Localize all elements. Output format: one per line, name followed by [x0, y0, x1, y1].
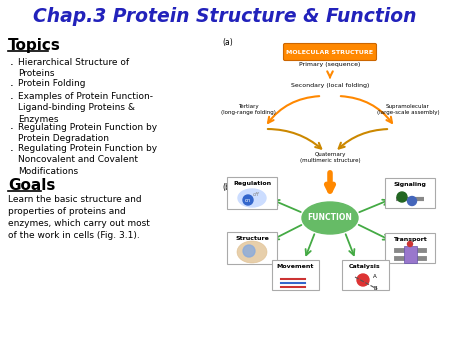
- Text: MOLECULAR STRUCTURE: MOLECULAR STRUCTURE: [287, 49, 373, 54]
- Text: (b): (b): [222, 183, 233, 192]
- Circle shape: [243, 195, 253, 205]
- Ellipse shape: [302, 202, 358, 234]
- Text: ·: ·: [10, 123, 14, 137]
- Ellipse shape: [238, 189, 266, 207]
- Circle shape: [357, 274, 369, 286]
- Circle shape: [408, 196, 417, 206]
- Text: A: A: [373, 274, 377, 280]
- Circle shape: [243, 245, 255, 257]
- Text: on: on: [245, 197, 251, 202]
- FancyBboxPatch shape: [284, 44, 377, 61]
- Text: Regulation: Regulation: [233, 181, 271, 186]
- Text: ·: ·: [10, 59, 14, 72]
- Text: ·: ·: [10, 80, 14, 94]
- Text: ·: ·: [10, 145, 14, 158]
- Text: Regulating Protein Function by
Noncovalent and Covalent
Modifications: Regulating Protein Function by Noncovale…: [18, 144, 157, 176]
- FancyBboxPatch shape: [227, 232, 277, 264]
- Text: Chap.3 Protein Structure & Function: Chap.3 Protein Structure & Function: [33, 6, 417, 25]
- Text: Topics: Topics: [8, 38, 61, 53]
- Ellipse shape: [237, 241, 267, 263]
- FancyBboxPatch shape: [342, 260, 388, 290]
- Circle shape: [397, 192, 407, 202]
- Text: Primary (sequence): Primary (sequence): [299, 62, 361, 67]
- FancyBboxPatch shape: [385, 178, 435, 208]
- Text: Secondary (local folding): Secondary (local folding): [291, 83, 369, 88]
- FancyBboxPatch shape: [385, 233, 435, 263]
- Text: Learn the basic structure and
properties of proteins and
enzymes, which carry ou: Learn the basic structure and properties…: [8, 195, 150, 240]
- Text: Movement: Movement: [276, 264, 314, 269]
- Text: ·: ·: [10, 93, 14, 106]
- Text: Transport: Transport: [393, 237, 427, 242]
- Text: Signaling: Signaling: [394, 182, 427, 187]
- Text: Regulating Protein Function by
Protein Degradation: Regulating Protein Function by Protein D…: [18, 122, 157, 143]
- FancyBboxPatch shape: [227, 177, 277, 209]
- FancyArrowPatch shape: [327, 173, 333, 191]
- Circle shape: [408, 241, 413, 246]
- Text: FUNCTION: FUNCTION: [307, 214, 352, 222]
- Text: (a): (a): [222, 38, 233, 47]
- Text: Tertiary
(long-range folding): Tertiary (long-range folding): [220, 104, 275, 115]
- Text: Catalysis: Catalysis: [349, 264, 381, 269]
- Text: Structure: Structure: [235, 236, 269, 241]
- FancyBboxPatch shape: [271, 260, 319, 290]
- Text: Protein Folding: Protein Folding: [18, 79, 86, 89]
- Text: Goals: Goals: [8, 177, 55, 193]
- Text: Hierarchical Structure of
Proteins: Hierarchical Structure of Proteins: [18, 58, 129, 78]
- Text: Supramolecular
(large-scale assembly): Supramolecular (large-scale assembly): [377, 104, 439, 115]
- Text: off: off: [253, 192, 259, 196]
- Text: Quaternary
(multimeric structure): Quaternary (multimeric structure): [300, 152, 360, 163]
- Text: B: B: [373, 287, 377, 291]
- FancyBboxPatch shape: [404, 245, 417, 263]
- Text: Examples of Protein Function-
Ligand-binding Proteins &
Enzymes: Examples of Protein Function- Ligand-bin…: [18, 92, 153, 124]
